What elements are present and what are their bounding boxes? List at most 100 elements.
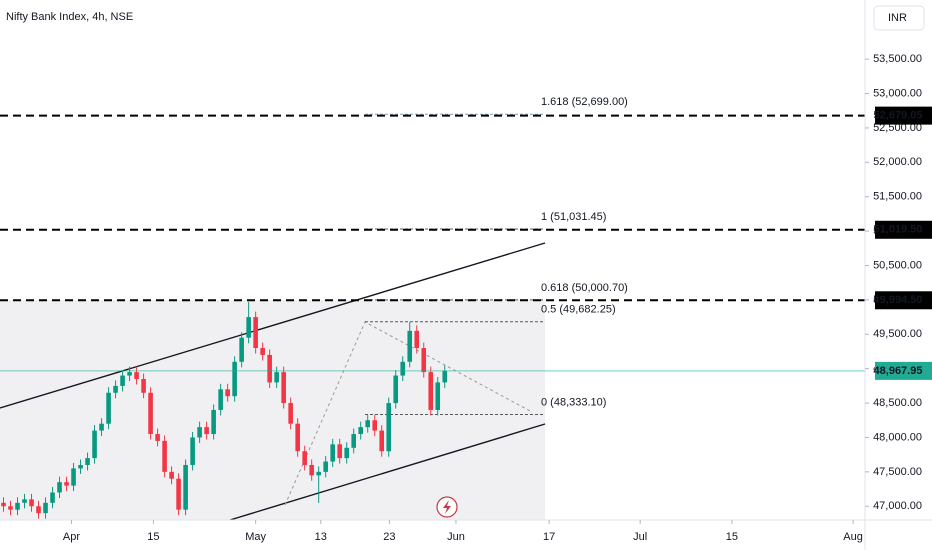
fib-label: 0.618 (50,000.70) [541,282,628,294]
candle-body [29,499,34,507]
candle-body [22,499,27,503]
candle-body [120,375,125,386]
candle-body [274,372,279,383]
y-tick-label: 52,500.00 [873,122,922,134]
candle-body [176,478,181,510]
y-tick-label: 53,500.00 [873,53,922,65]
candle-body [169,471,174,479]
candle-body [239,337,244,362]
candle-body [309,464,314,476]
y-tick-label: 48,000.00 [873,431,922,443]
candle-body [134,372,139,379]
event-bolt [443,500,451,514]
candle-body [155,434,160,441]
shaded-zone [0,300,545,520]
x-tick-label: May [245,531,266,543]
candle-body [421,348,427,373]
candle-body [190,437,195,465]
candle-body [358,427,364,435]
candle-body [204,427,209,435]
x-tick-label: 17 [543,531,555,543]
x-tick-label: Apr [63,531,80,543]
plot [0,113,865,519]
x-tick-label: Aug [843,531,863,543]
x-tick-label: 15 [147,531,159,543]
candle-body [113,385,118,393]
candle-body [71,468,76,486]
candle-body [246,317,251,338]
candle-body [295,423,300,452]
candle-body [232,361,237,397]
candle-body [365,420,371,428]
candle-body [323,461,328,472]
channel-lower [229,423,546,521]
x-tick-label: 13 [315,531,327,543]
candle-body [15,502,20,510]
price-label: 49,994.50 [874,294,923,306]
y-tick-label: 51,500.00 [873,191,922,203]
candle-body [183,464,188,510]
y-tick-label: 49,500.00 [873,328,922,340]
y-tick-label: 48,500.00 [873,397,922,409]
candle-body [36,506,41,514]
chart-title: Nifty Bank Index, 4h, NSE [6,11,133,23]
candle-body [414,330,420,349]
candle-body [372,420,378,431]
price-label-box [875,220,932,239]
x-tick-label: 15 [726,531,738,543]
candle-body [8,506,13,510]
channel-upper [0,242,546,409]
candle-body [260,348,265,355]
current-price-label: 48,967.95 [874,365,923,377]
candle-body [127,372,132,376]
candle-body [428,372,434,410]
current-price-box [875,361,932,380]
candle-body [106,392,111,424]
candle-body [92,430,97,459]
candle-body [337,444,342,459]
y-tick-label: 47,500.00 [873,466,922,478]
candle-body [148,392,153,435]
candle-body [386,403,392,452]
candle-body [78,464,83,469]
candle-body [99,423,104,431]
candle-body [344,447,350,459]
candle-body [162,440,167,472]
candle-body [64,482,69,486]
candle-body [218,389,223,410]
candle-body [302,451,307,465]
fib-label: 1.618 (52,699.00) [541,96,628,108]
fib-label: 0.5 (49,682.25) [541,304,616,316]
x-tick-label: 23 [383,531,395,543]
candle-body [267,354,272,383]
y-tick-label: 52,000.00 [873,156,922,168]
price-label-box [875,106,932,125]
candle-body [141,378,146,393]
candle-body [1,502,6,507]
candle-body [57,482,62,493]
candle-body [225,389,230,397]
currency[interactable]: INR [888,12,907,24]
candle-body [400,361,406,376]
y-tick-label: 53,000.00 [873,87,922,99]
price-label: 52,679.05 [874,110,923,122]
price-label-box [875,291,932,310]
candle-body [330,444,335,462]
candle-body [253,317,258,349]
candle-body [442,370,448,383]
candle-body [316,471,321,476]
fib-label: 0 (48,333.10) [541,396,606,408]
candle-body [379,430,385,452]
y-tick-label: 50,500.00 [873,259,922,271]
fib-label: 1 (51,031.45) [541,211,606,223]
candle-body [85,458,90,465]
price-label: 51,019.50 [874,224,923,236]
candle-body [435,382,441,410]
candle-body [393,375,399,404]
candle-body [407,330,413,362]
candle-body [281,372,286,404]
y-tick-label: 47,000.00 [873,500,922,512]
candle-body [351,434,357,448]
currency-box[interactable] [873,5,925,31]
